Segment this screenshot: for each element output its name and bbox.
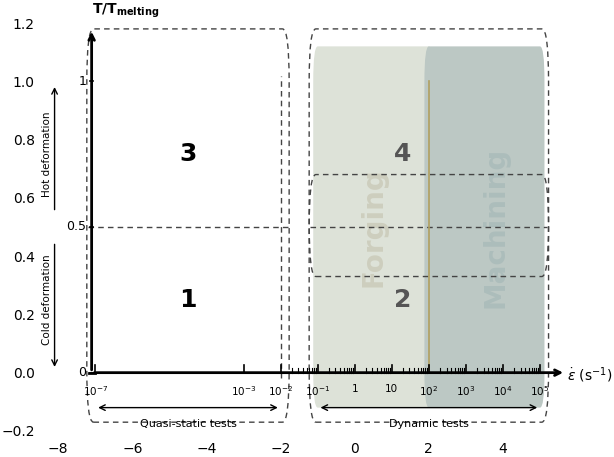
- Text: Machining: Machining: [481, 146, 510, 308]
- Text: 10$^{4}$: 10$^{4}$: [493, 384, 513, 398]
- Text: T/T$_{\mathregular{melting}}$: T/T$_{\mathregular{melting}}$: [91, 2, 159, 20]
- Text: 10$^{-7}$: 10$^{-7}$: [83, 384, 108, 398]
- Text: Hot deformation: Hot deformation: [42, 112, 52, 197]
- Text: 1: 1: [78, 75, 86, 88]
- Text: $\dot{\varepsilon}$ (s$^{-1}$): $\dot{\varepsilon}$ (s$^{-1}$): [567, 366, 612, 385]
- Text: 0: 0: [78, 366, 86, 379]
- Text: 2: 2: [394, 288, 411, 312]
- Text: Forging: Forging: [359, 167, 387, 287]
- Text: 10: 10: [385, 384, 398, 394]
- Text: 10$^{2}$: 10$^{2}$: [419, 384, 438, 398]
- Text: 1: 1: [179, 288, 196, 312]
- Text: 10$^{5}$: 10$^{5}$: [530, 384, 550, 398]
- Text: 0.5: 0.5: [66, 220, 86, 234]
- Text: 4: 4: [394, 142, 411, 166]
- Text: Dynamic tests: Dynamic tests: [389, 419, 469, 429]
- Text: 10$^{3}$: 10$^{3}$: [456, 384, 476, 398]
- FancyBboxPatch shape: [424, 46, 545, 408]
- Text: 10$^{-3}$: 10$^{-3}$: [231, 384, 256, 398]
- FancyBboxPatch shape: [313, 46, 433, 408]
- Text: 10$^{-2}$: 10$^{-2}$: [268, 384, 293, 398]
- Text: 1: 1: [351, 384, 358, 394]
- Text: 10$^{-1}$: 10$^{-1}$: [305, 384, 330, 398]
- Text: Cold deformation: Cold deformation: [42, 255, 52, 345]
- Text: 3: 3: [179, 142, 196, 166]
- Text: Quasi-static tests: Quasi-static tests: [139, 419, 236, 429]
